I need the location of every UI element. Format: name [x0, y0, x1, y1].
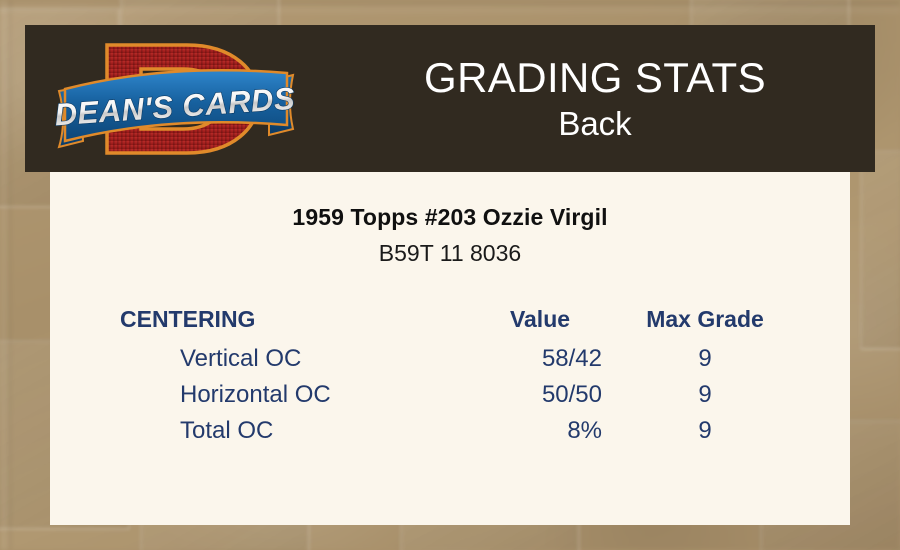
table-row: Horizontal OC 50/50 9 — [120, 377, 780, 413]
row-max-grade: 9 — [698, 345, 712, 372]
column-header-value: Value — [509, 306, 571, 332]
row-label: Total OC — [180, 417, 274, 444]
row-value: 50/50 — [541, 381, 602, 408]
card-title: 1959 Topps #203 Ozzie Virgil — [292, 204, 608, 230]
content-panel: 1959 Topps #203 Ozzie Virgil B59T 11 803… — [50, 172, 850, 525]
row-value: 8% — [567, 417, 602, 444]
background-card-decor — [860, 150, 900, 350]
logo-ribbon-band — [63, 68, 289, 143]
column-header-max-grade: Max Grade — [646, 306, 764, 332]
page-title: GRADING STATS — [424, 53, 766, 101]
card-code: B59T 11 8036 — [378, 240, 522, 266]
table-row: Total OC 8% 9 — [120, 413, 780, 449]
page-subtitle: Back — [558, 104, 632, 142]
row-value: 58/42 — [541, 345, 602, 372]
row-label: Vertical OC — [180, 345, 302, 372]
deans-cards-logo[interactable]: DEAN'S CARDS — [37, 29, 312, 169]
row-max-grade: 9 — [698, 417, 712, 444]
header-band: DEAN'S CARDS GRADING STATS Back — [25, 25, 875, 172]
table-row: Vertical OC 58/42 9 — [120, 341, 780, 377]
row-max-grade: 9 — [698, 381, 712, 408]
header-title-group: GRADING STATS Back — [315, 25, 875, 172]
grading-stats-table: CENTERING Value Max Grade Vertical OC 58… — [120, 301, 780, 449]
table-header-row: CENTERING Value Max Grade — [120, 301, 780, 341]
column-header-centering: CENTERING — [120, 306, 256, 332]
row-label: Horizontal OC — [180, 381, 331, 408]
